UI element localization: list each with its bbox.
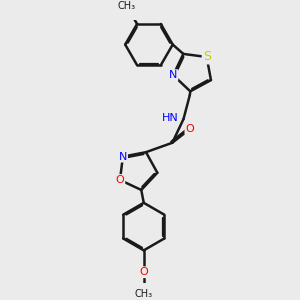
Text: O: O [116,175,124,185]
Text: HN: HN [162,113,178,123]
Text: O: O [140,267,148,277]
Text: O: O [185,124,194,134]
Text: S: S [203,50,211,64]
Text: N: N [169,70,177,80]
Text: CH₃: CH₃ [135,289,153,298]
Text: N: N [119,152,127,162]
Text: CH₃: CH₃ [118,1,136,11]
